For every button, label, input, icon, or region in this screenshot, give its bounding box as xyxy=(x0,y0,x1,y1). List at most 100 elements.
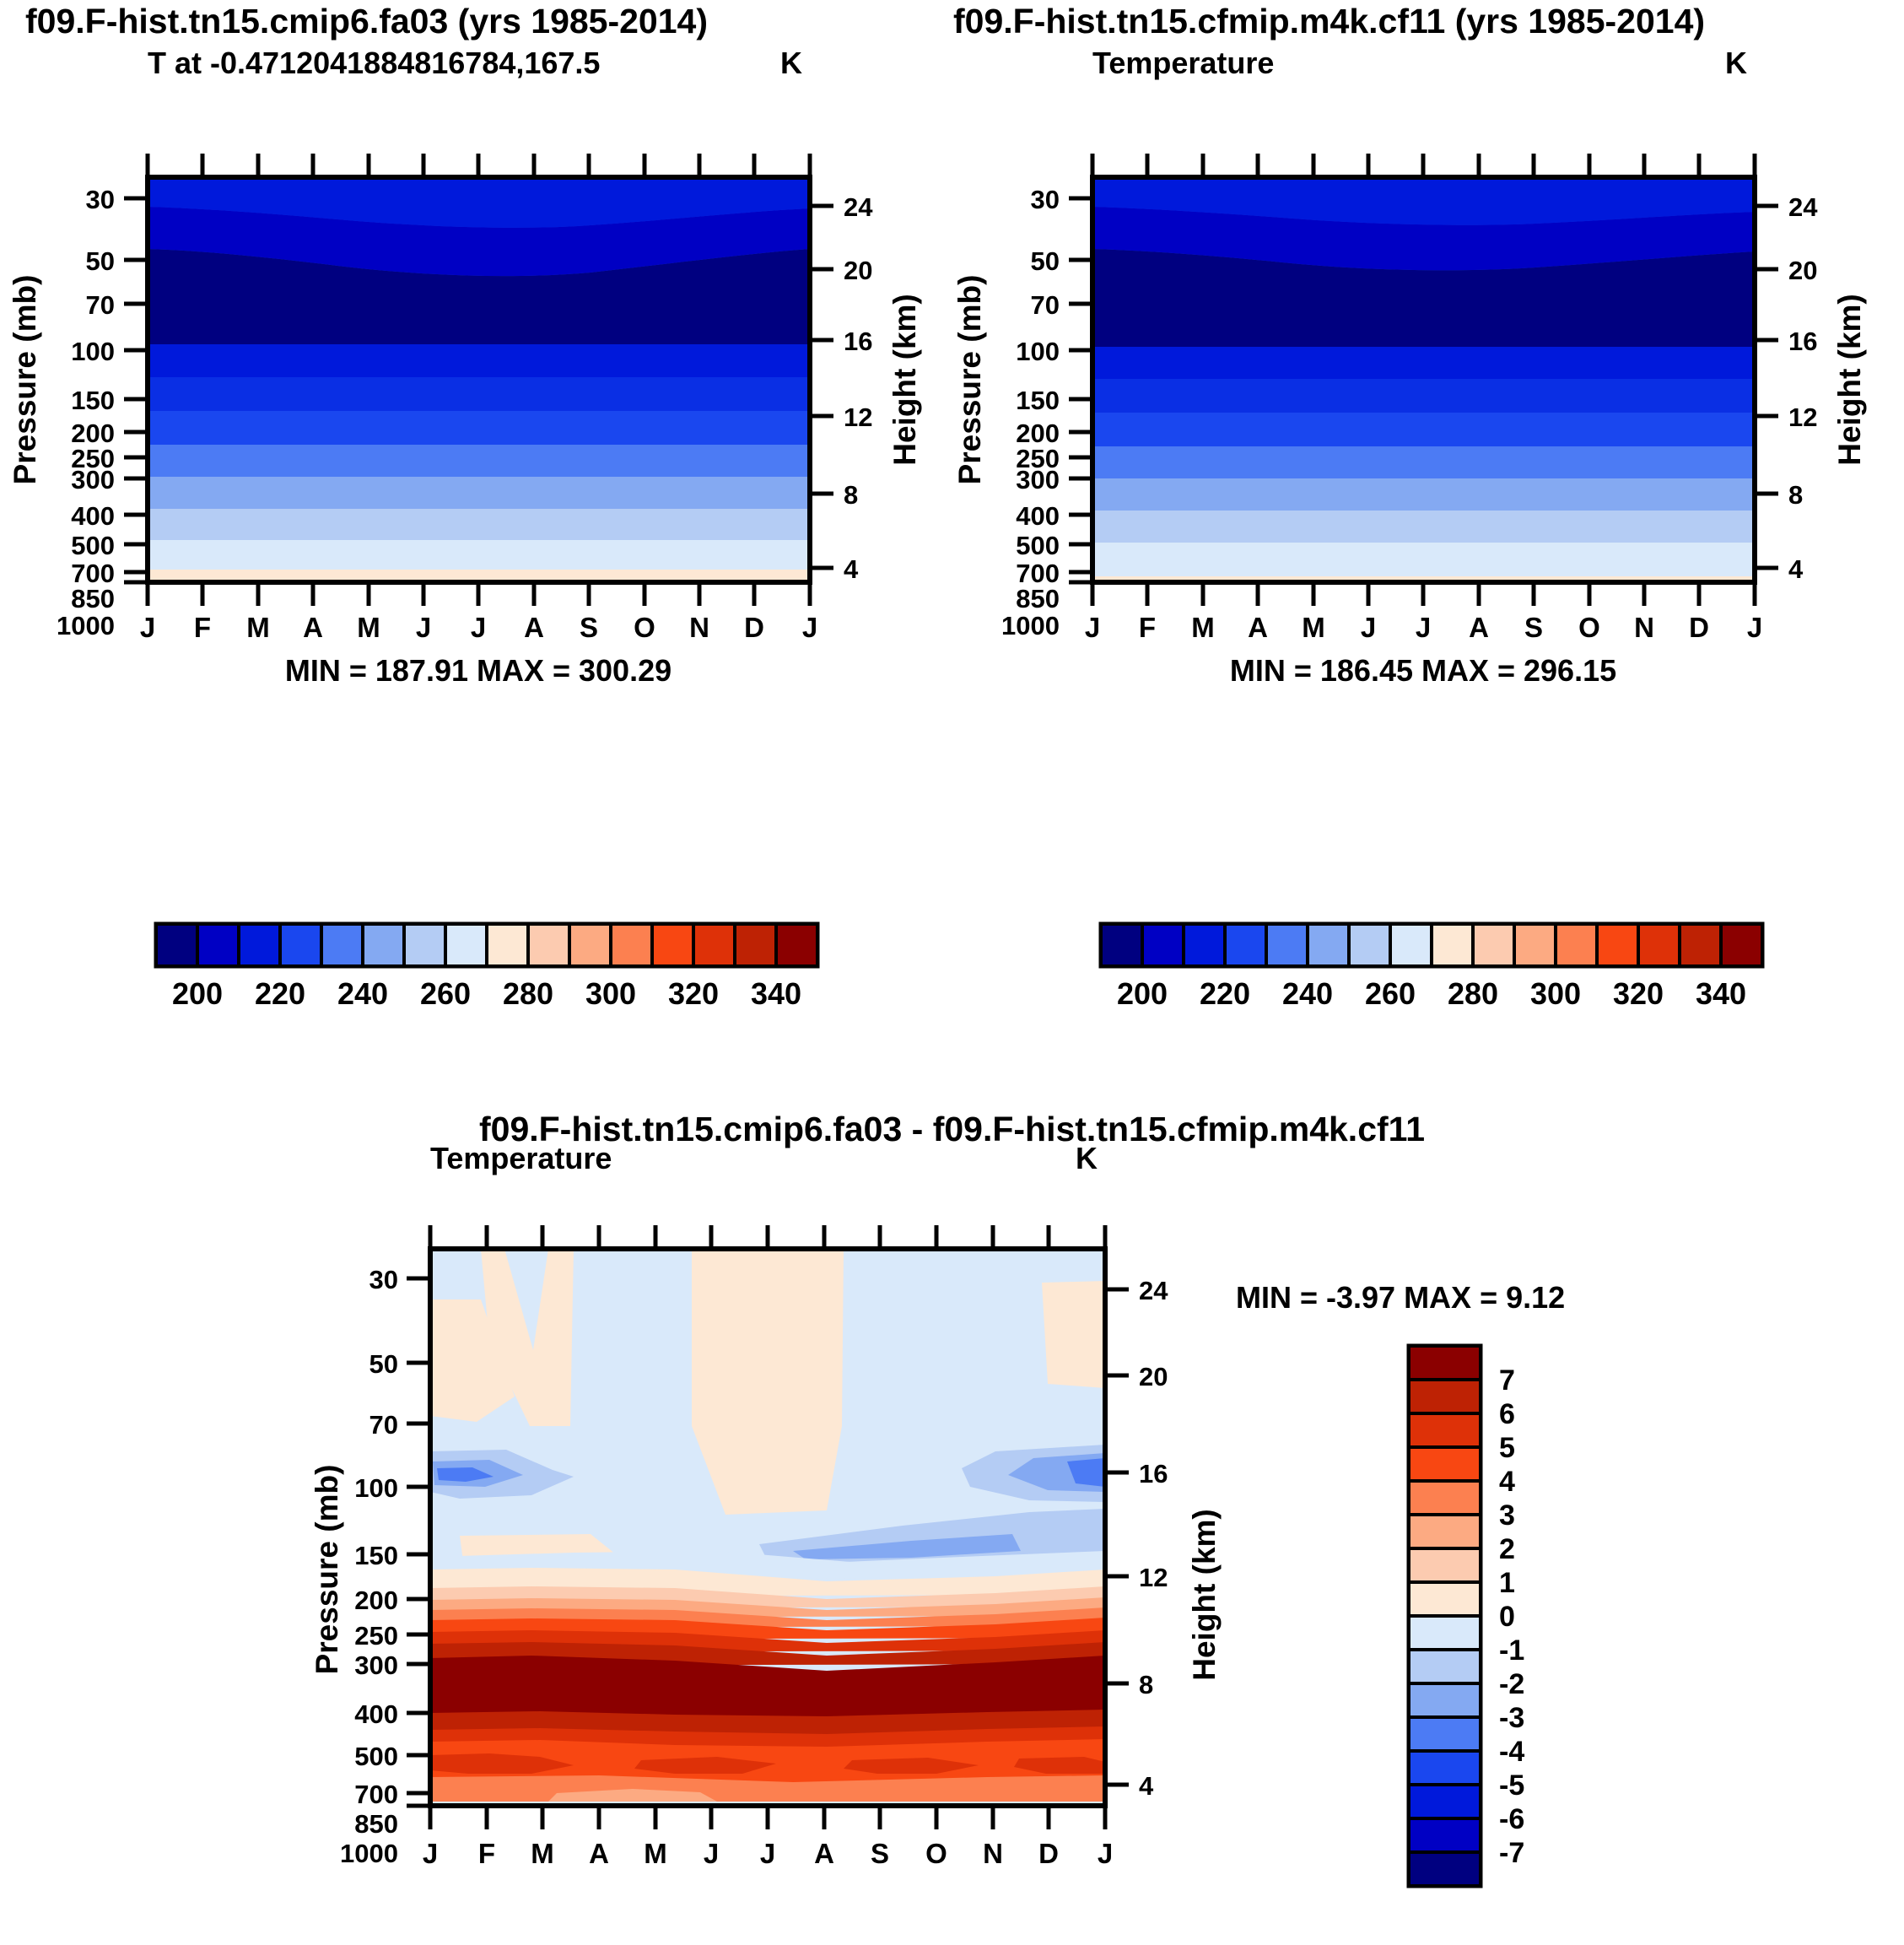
svg-text:30: 30 xyxy=(369,1265,398,1294)
svg-text:200: 200 xyxy=(71,419,115,448)
svg-text:400: 400 xyxy=(354,1699,398,1729)
svg-text:A: A xyxy=(524,612,544,643)
panel-left-subtitle: T at -0.4712041884816784,167.5 xyxy=(148,46,600,80)
height-labels-diff: 24 20 16 12 8 4 xyxy=(1139,1276,1168,1801)
svg-text:M: M xyxy=(357,612,380,643)
colorbar-tick-label: 300 xyxy=(1530,976,1581,1011)
svg-text:850: 850 xyxy=(71,584,115,613)
y2label-right: Height (km) xyxy=(1832,294,1867,466)
svg-text:500: 500 xyxy=(1016,531,1060,560)
svg-text:S: S xyxy=(871,1838,889,1869)
month-labels-diff: J F M A M J J A S O N D J xyxy=(423,1838,1113,1869)
colorbar-left: 200 220 240 260 280 300 320 340 xyxy=(154,921,820,1011)
svg-text:A: A xyxy=(814,1838,834,1869)
colorbar-swatch xyxy=(1141,922,1185,968)
colorbar-tick-label: 300 xyxy=(585,976,636,1011)
panel-diff-svg: Temperature K xyxy=(310,1141,1565,1888)
colorbar-tick-label: 220 xyxy=(255,976,305,1011)
svg-text:M: M xyxy=(1191,612,1215,643)
colorbar-swatch xyxy=(320,922,364,968)
svg-text:12: 12 xyxy=(1139,1563,1168,1592)
svg-text:N: N xyxy=(983,1838,1003,1869)
colorbar-swatch xyxy=(1407,1850,1482,1888)
colorbar-tick-label: 2 xyxy=(1499,1533,1515,1565)
height-labels-left: 24 20 16 12 8 4 xyxy=(844,192,873,584)
svg-text:F: F xyxy=(1139,612,1156,643)
colorbar-swatch xyxy=(1407,1580,1482,1618)
title-top-right: f09.F-hist.tn15.cfmip.m4k.cf11 (yrs 1985… xyxy=(953,2,1706,41)
colorbar-swatch xyxy=(237,922,282,968)
colorbar-tick-label: 340 xyxy=(751,976,801,1011)
ylabel-right: Pressure (mb) xyxy=(952,275,987,485)
panel-right-units: K xyxy=(1725,46,1747,80)
svg-text:F: F xyxy=(478,1838,495,1869)
colorbar-tick-label: 6 xyxy=(1499,1398,1515,1430)
svg-text:8: 8 xyxy=(1139,1670,1153,1699)
colorbar-tick-label: 280 xyxy=(503,976,553,1011)
minmax-left: MIN = 187.91 MAX = 300.29 xyxy=(285,653,672,688)
colorbar-swatch xyxy=(485,922,530,968)
y2label-left: Height (km) xyxy=(887,294,922,466)
colorbar-tick-label: 1 xyxy=(1499,1567,1515,1599)
colorbar-swatch xyxy=(650,922,695,968)
panel-right-subtitle: Temperature xyxy=(1092,46,1274,80)
contour-fill-right xyxy=(1092,177,1755,582)
colorbar-tick-label: 0 xyxy=(1499,1601,1515,1633)
svg-text:D: D xyxy=(744,612,764,643)
colorbar-tick-label: 240 xyxy=(1282,976,1333,1011)
svg-text:J: J xyxy=(1747,612,1762,643)
svg-text:F: F xyxy=(194,612,211,643)
svg-text:150: 150 xyxy=(1016,386,1060,415)
svg-text:70: 70 xyxy=(369,1410,398,1440)
svg-text:20: 20 xyxy=(1788,256,1817,285)
svg-text:300: 300 xyxy=(1016,465,1060,494)
colorbar-swatch xyxy=(568,922,612,968)
ylabel-diff: Pressure (mb) xyxy=(310,1465,344,1675)
svg-text:J: J xyxy=(1361,612,1376,643)
ylabel-left: Pressure (mb) xyxy=(8,275,42,485)
colorbar-tick-label: -6 xyxy=(1499,1803,1524,1835)
svg-text:M: M xyxy=(531,1838,554,1869)
colorbar-tick-label: 4 xyxy=(1499,1466,1515,1498)
colorbar-swatch xyxy=(402,922,447,968)
colorbar-tick-label: -5 xyxy=(1499,1769,1524,1802)
svg-text:30: 30 xyxy=(1031,185,1060,214)
minmax-diff: MIN = -3.97 MAX = 9.12 xyxy=(1236,1280,1565,1315)
colorbar-swatch xyxy=(1407,1783,1482,1820)
height-labels-right: 24 20 16 12 8 4 xyxy=(1788,192,1818,584)
colorbar-swatch xyxy=(154,922,199,968)
colorbar-tick-label: -2 xyxy=(1499,1668,1524,1700)
svg-text:24: 24 xyxy=(1139,1276,1168,1305)
svg-text:20: 20 xyxy=(1139,1362,1168,1391)
colorbar-swatch xyxy=(733,922,778,968)
svg-text:16: 16 xyxy=(1139,1459,1168,1488)
svg-text:150: 150 xyxy=(354,1541,398,1570)
panel-diff-units: K xyxy=(1076,1141,1098,1175)
svg-text:J: J xyxy=(802,612,817,643)
svg-text:S: S xyxy=(580,612,598,643)
svg-text:50: 50 xyxy=(1031,246,1060,276)
svg-text:S: S xyxy=(1524,612,1543,643)
svg-text:70: 70 xyxy=(86,290,115,320)
colorbar-swatch xyxy=(692,922,736,968)
panel-left: T at -0.4712041884816784,167.5 K xyxy=(0,46,945,1034)
svg-text:N: N xyxy=(689,612,709,643)
colorbar-swatch xyxy=(1719,922,1764,968)
colorbar-swatch xyxy=(1637,922,1681,968)
svg-text:700: 700 xyxy=(354,1780,398,1809)
contour-fill-diff xyxy=(430,1249,1105,1806)
colorbar-swatch xyxy=(1306,922,1351,968)
svg-text:D: D xyxy=(1038,1838,1059,1869)
svg-text:O: O xyxy=(1578,612,1600,643)
colorbar-tick-label: 220 xyxy=(1200,976,1250,1011)
panel-right-svg: Temperature K xyxy=(952,46,1867,1011)
svg-text:J: J xyxy=(140,612,155,643)
panel-left-units: K xyxy=(780,46,802,80)
panel-right: Temperature K xyxy=(945,46,1890,1034)
colorbar-swatch xyxy=(1513,922,1557,968)
colorbar-tick-label: 280 xyxy=(1448,976,1498,1011)
colorbar-swatch xyxy=(1595,922,1640,968)
svg-text:12: 12 xyxy=(844,403,872,432)
colorbar-swatch xyxy=(1407,1378,1482,1415)
